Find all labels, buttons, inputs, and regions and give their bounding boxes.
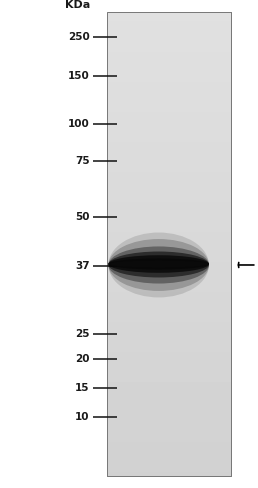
Ellipse shape (108, 251, 209, 278)
Text: 15: 15 (75, 383, 90, 393)
Text: 75: 75 (75, 156, 90, 166)
Text: 10: 10 (75, 412, 90, 422)
Ellipse shape (108, 255, 209, 273)
Ellipse shape (108, 246, 209, 284)
Bar (107, 12, 231, 476)
Text: KDa: KDa (64, 0, 90, 10)
Text: 250: 250 (68, 32, 90, 41)
Text: 150: 150 (68, 71, 90, 81)
Ellipse shape (108, 259, 209, 269)
Ellipse shape (108, 261, 209, 267)
Text: 37: 37 (75, 261, 90, 271)
Bar (107, 12, 231, 476)
Text: 20: 20 (75, 354, 90, 364)
Ellipse shape (108, 232, 209, 297)
Ellipse shape (108, 239, 209, 291)
Text: 25: 25 (75, 329, 90, 339)
Text: 50: 50 (75, 212, 90, 222)
Text: 100: 100 (68, 120, 90, 129)
